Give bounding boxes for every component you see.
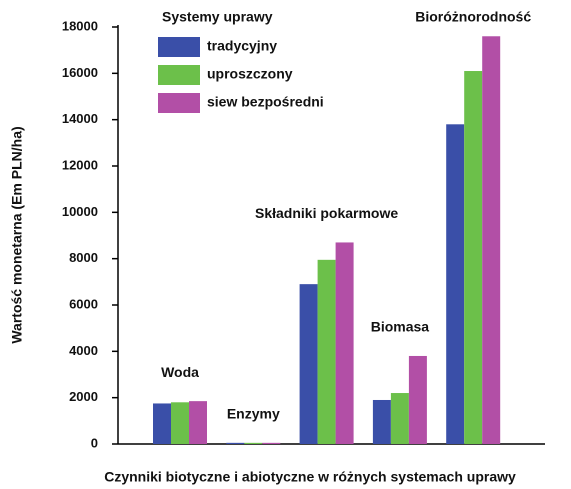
y-tick-label: 10000 <box>62 204 98 219</box>
category-label: Bioróżnorodność <box>415 9 531 25</box>
bar <box>226 442 245 444</box>
legend-label: siew bezpośredni <box>207 94 324 110</box>
bar <box>171 402 189 444</box>
category-label: Enzymy <box>227 406 280 422</box>
bar <box>446 124 465 445</box>
legend-label: tradycyjny <box>207 38 277 54</box>
y-tick-label: 16000 <box>62 65 98 80</box>
bar <box>372 399 391 444</box>
legend-label: uproszczony <box>207 66 293 82</box>
bar <box>262 442 281 444</box>
bar <box>390 393 409 444</box>
y-tick-label: 18000 <box>62 18 98 33</box>
y-tick-label: 6000 <box>69 296 98 311</box>
y-tick-label: 12000 <box>62 157 98 172</box>
bar <box>317 259 336 444</box>
bar <box>335 242 354 444</box>
y-tick-label: 2000 <box>69 389 98 404</box>
x-axis-label: Czynniki biotyczne i abiotyczne w różnyc… <box>104 469 516 485</box>
legend-swatch <box>158 93 200 113</box>
bar <box>299 284 318 444</box>
category-label: Woda <box>161 364 199 380</box>
legend-swatch <box>158 37 200 57</box>
y-axis-label: Wartość monetarna (Em PLN/ha) <box>9 126 25 343</box>
bar <box>408 355 427 444</box>
category-label: Składniki pokarmowe <box>255 205 398 221</box>
y-tick-label: 8000 <box>69 250 98 265</box>
bar <box>153 403 171 444</box>
category-label: Biomasa <box>371 319 430 335</box>
bar <box>189 401 207 444</box>
bar <box>244 442 263 444</box>
legend-swatch <box>158 65 200 85</box>
y-tick-label: 14000 <box>62 111 98 126</box>
y-tick-label: 4000 <box>69 343 98 358</box>
bar <box>482 36 501 445</box>
y-tick-label: 0 <box>91 435 98 450</box>
bar <box>464 71 483 445</box>
legend-title: Systemy uprawy <box>162 9 273 25</box>
